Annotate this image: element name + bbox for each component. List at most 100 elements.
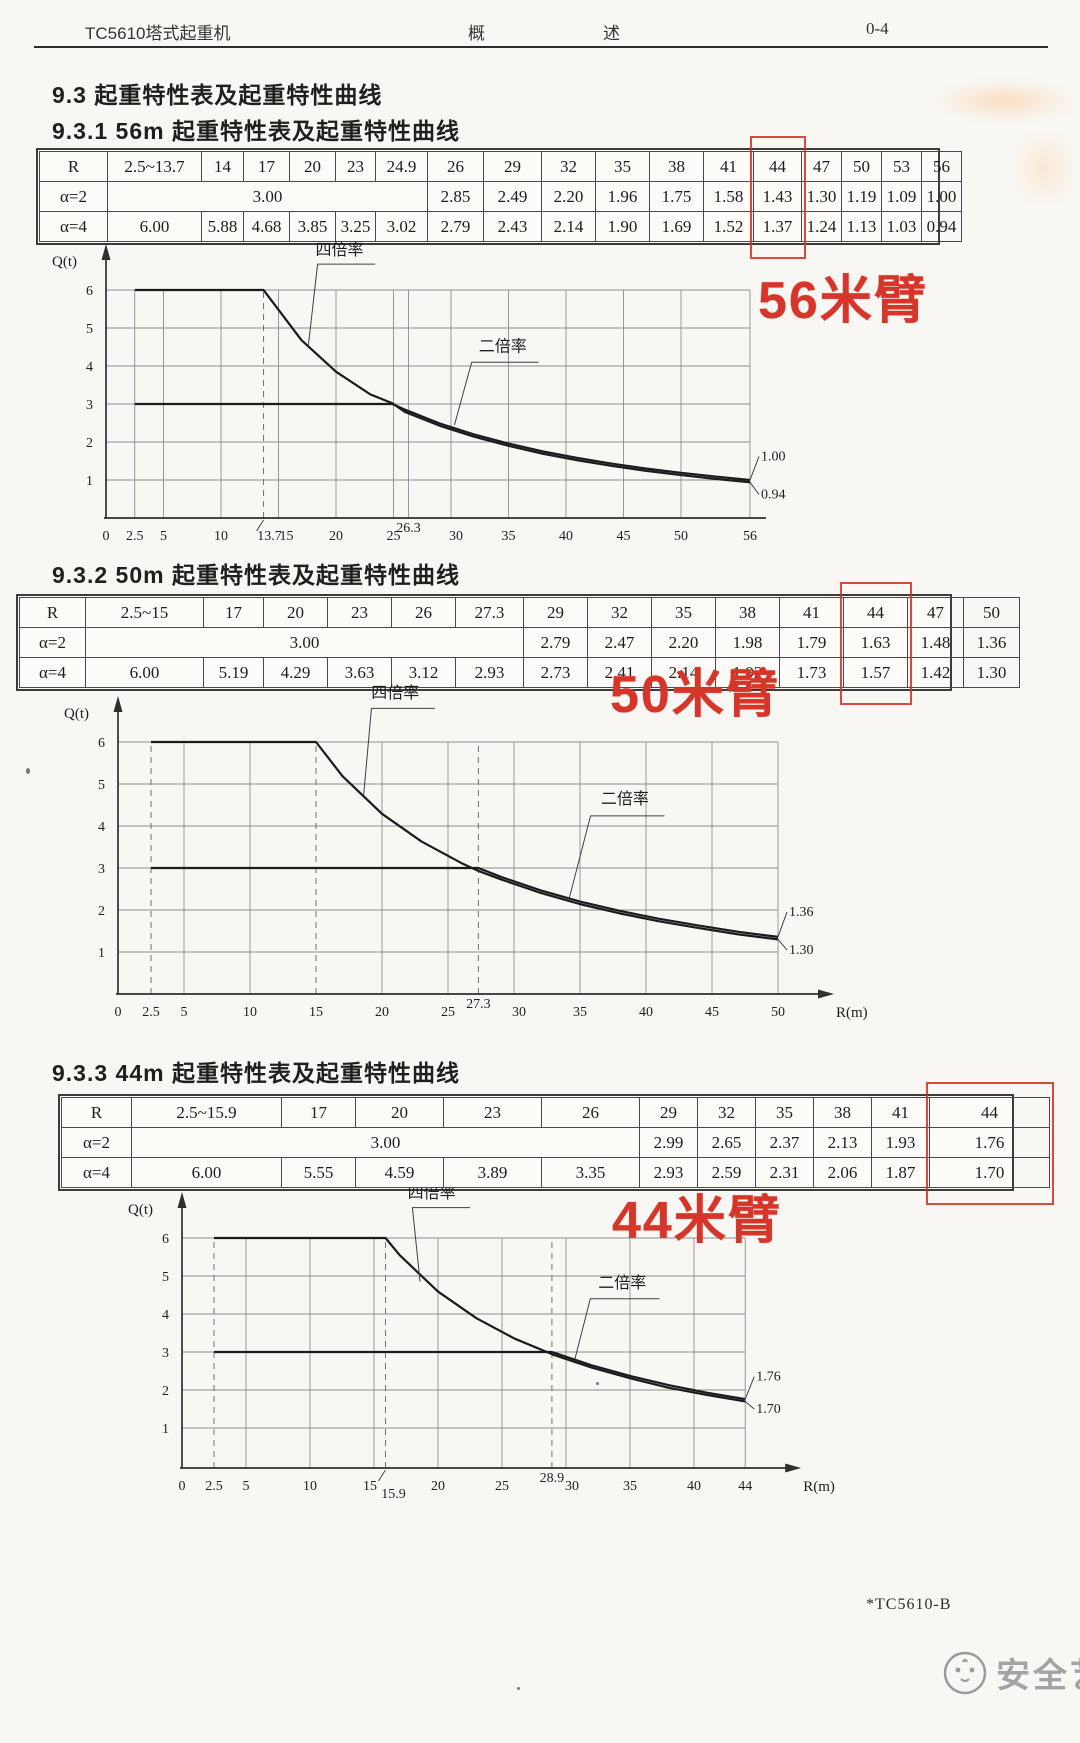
svg-text:5: 5 (160, 529, 167, 544)
table-row-header: R (61, 1097, 132, 1128)
table-header-cell: 14 (201, 151, 244, 182)
table-cell: 2.79 (427, 211, 484, 242)
svg-text:25: 25 (495, 1479, 509, 1494)
svg-text:30: 30 (512, 1005, 526, 1020)
table-cell: 1.48 (907, 627, 964, 658)
svg-text:Q(t): Q(t) (52, 254, 77, 270)
svg-text:56: 56 (743, 529, 757, 544)
section-heading-9-3-2: 9.3.2 50m 起重特性表及起重特性曲线 (52, 562, 460, 588)
table-row-label: α=4 (19, 657, 86, 688)
svg-text:25: 25 (441, 1005, 455, 1020)
svg-text:15: 15 (363, 1479, 377, 1494)
table-row-label: α=2 (39, 181, 108, 212)
table-header-cell: 47 (801, 151, 842, 182)
curve-α=2 (214, 1350, 746, 1401)
table-cell: 3.85 (289, 211, 336, 242)
svg-text:0: 0 (103, 529, 110, 544)
table-cell: 1.63 (843, 627, 908, 658)
svg-text:2.5: 2.5 (126, 529, 144, 544)
svg-text:15: 15 (309, 1005, 323, 1020)
table-cell: 4.29 (263, 657, 328, 688)
table-span-cell: 3.00 (85, 627, 524, 658)
table-cell: 2.13 (813, 1127, 872, 1158)
header-left-title: TC5610塔式起重机 (85, 24, 231, 43)
table-cell: 6.00 (85, 657, 204, 688)
table-header-cell: 23 (335, 151, 376, 182)
svg-text:5: 5 (86, 322, 93, 337)
capacity-chart-44m: 1 2 3 4 5 6 Q(t) R(m) 0 2.5 5 10 15 15.9 20 25 28.930 35 4… (128, 1188, 835, 1502)
table-row: α=4 6.00 5.19 4.29 3.63 3.12 2.93 2.73 2.41 2.14 1… (19, 657, 1020, 688)
table-cell: 1.69 (649, 211, 704, 242)
table-header-cell: 41 (779, 597, 844, 628)
svg-text:4: 4 (162, 1308, 169, 1323)
table-header-cell: 35 (651, 597, 716, 628)
table-cell: 1.70 (929, 1157, 1050, 1188)
svg-text:20: 20 (431, 1479, 445, 1494)
watermark-logo-icon (943, 1651, 987, 1694)
svg-text:2.5: 2.5 (205, 1479, 223, 1494)
table-header-cell: 35 (595, 151, 650, 182)
table-cell: 1.79 (779, 627, 844, 658)
watermark-text: 安全艺 (996, 1657, 1080, 1695)
svg-text:2: 2 (162, 1384, 169, 1399)
table-cell: 1.03 (881, 211, 922, 242)
svg-text:4: 4 (86, 360, 93, 375)
table-header-cell: 44 (843, 597, 908, 628)
svg-text:5: 5 (243, 1479, 250, 1494)
table-cell: 2.99 (639, 1127, 698, 1158)
svg-text:15.9: 15.9 (381, 1487, 406, 1502)
table-cell: 2.20 (541, 181, 596, 212)
scan-artifact (517, 1687, 520, 1690)
table-row-label: α=2 (61, 1127, 132, 1158)
svg-text:10: 10 (303, 1479, 317, 1494)
svg-text:50: 50 (674, 529, 688, 544)
table-cell: 1.92 (715, 657, 780, 688)
table-header-cell: 23 (327, 597, 392, 628)
table-cell: 3.35 (541, 1157, 640, 1188)
capacity-table-56m: R 2.5~13.7 14 17 20 23 24.9 26 29 32 35 38 41 44 47 50 5… (36, 148, 962, 245)
svg-text:1.76: 1.76 (756, 1370, 781, 1385)
arm-label-50m: 50米臂 (610, 666, 780, 724)
svg-text:R(m): R(m) (803, 1479, 835, 1495)
table-cell: 3.02 (375, 211, 428, 242)
table-cell: 1.87 (871, 1157, 930, 1188)
table-header-cell: 29 (639, 1097, 698, 1128)
table-cell: 1.58 (703, 181, 754, 212)
section-heading-9-3-1: 9.3.1 56m 起重特性表及起重特性曲线 (52, 118, 460, 144)
svg-text:3: 3 (162, 1346, 169, 1361)
table-cell: 2.65 (697, 1127, 756, 1158)
svg-text:1: 1 (98, 946, 105, 961)
table-header-cell: 47 (907, 597, 964, 628)
table-header-cell: 29 (483, 151, 542, 182)
watermark: 安全艺 (942, 1648, 1080, 1697)
table-header-cell: 32 (697, 1097, 756, 1128)
table-header-cell: 44 (753, 151, 802, 182)
svg-text:0: 0 (179, 1479, 186, 1494)
table-header-cell: 23 (443, 1097, 542, 1128)
table-cell: 2.31 (755, 1157, 814, 1188)
scan-artifact (1010, 128, 1080, 208)
svg-text:25: 25 (387, 529, 401, 544)
table-cell: 4.59 (355, 1157, 444, 1188)
svg-text:1.00: 1.00 (761, 449, 786, 464)
table-cell: 1.09 (881, 181, 922, 212)
svg-text:0.94: 0.94 (761, 487, 786, 502)
table-header-cell: 17 (281, 1097, 356, 1128)
svg-text:27.3: 27.3 (466, 997, 491, 1012)
table-cell: 5.19 (203, 657, 264, 688)
table-cell: 1.73 (779, 657, 844, 688)
table-header-cell: 35 (755, 1097, 814, 1128)
table-header-cell: 20 (355, 1097, 444, 1128)
table-header-cell: 32 (541, 151, 596, 182)
table-header-cell: 38 (813, 1097, 872, 1128)
svg-text:四倍率: 四倍率 (315, 241, 363, 259)
table-row: α=2 3.00 2.85 2.49 2.20 1.96 1.75 1.58 1.43 1.30 1… (39, 181, 962, 212)
svg-text:0: 0 (115, 1005, 122, 1020)
svg-text:50: 50 (771, 1005, 785, 1020)
table-header-cell: 41 (871, 1097, 930, 1128)
svg-text:R(m): R(m) (836, 1005, 868, 1021)
table-cell: 1.76 (929, 1127, 1050, 1158)
